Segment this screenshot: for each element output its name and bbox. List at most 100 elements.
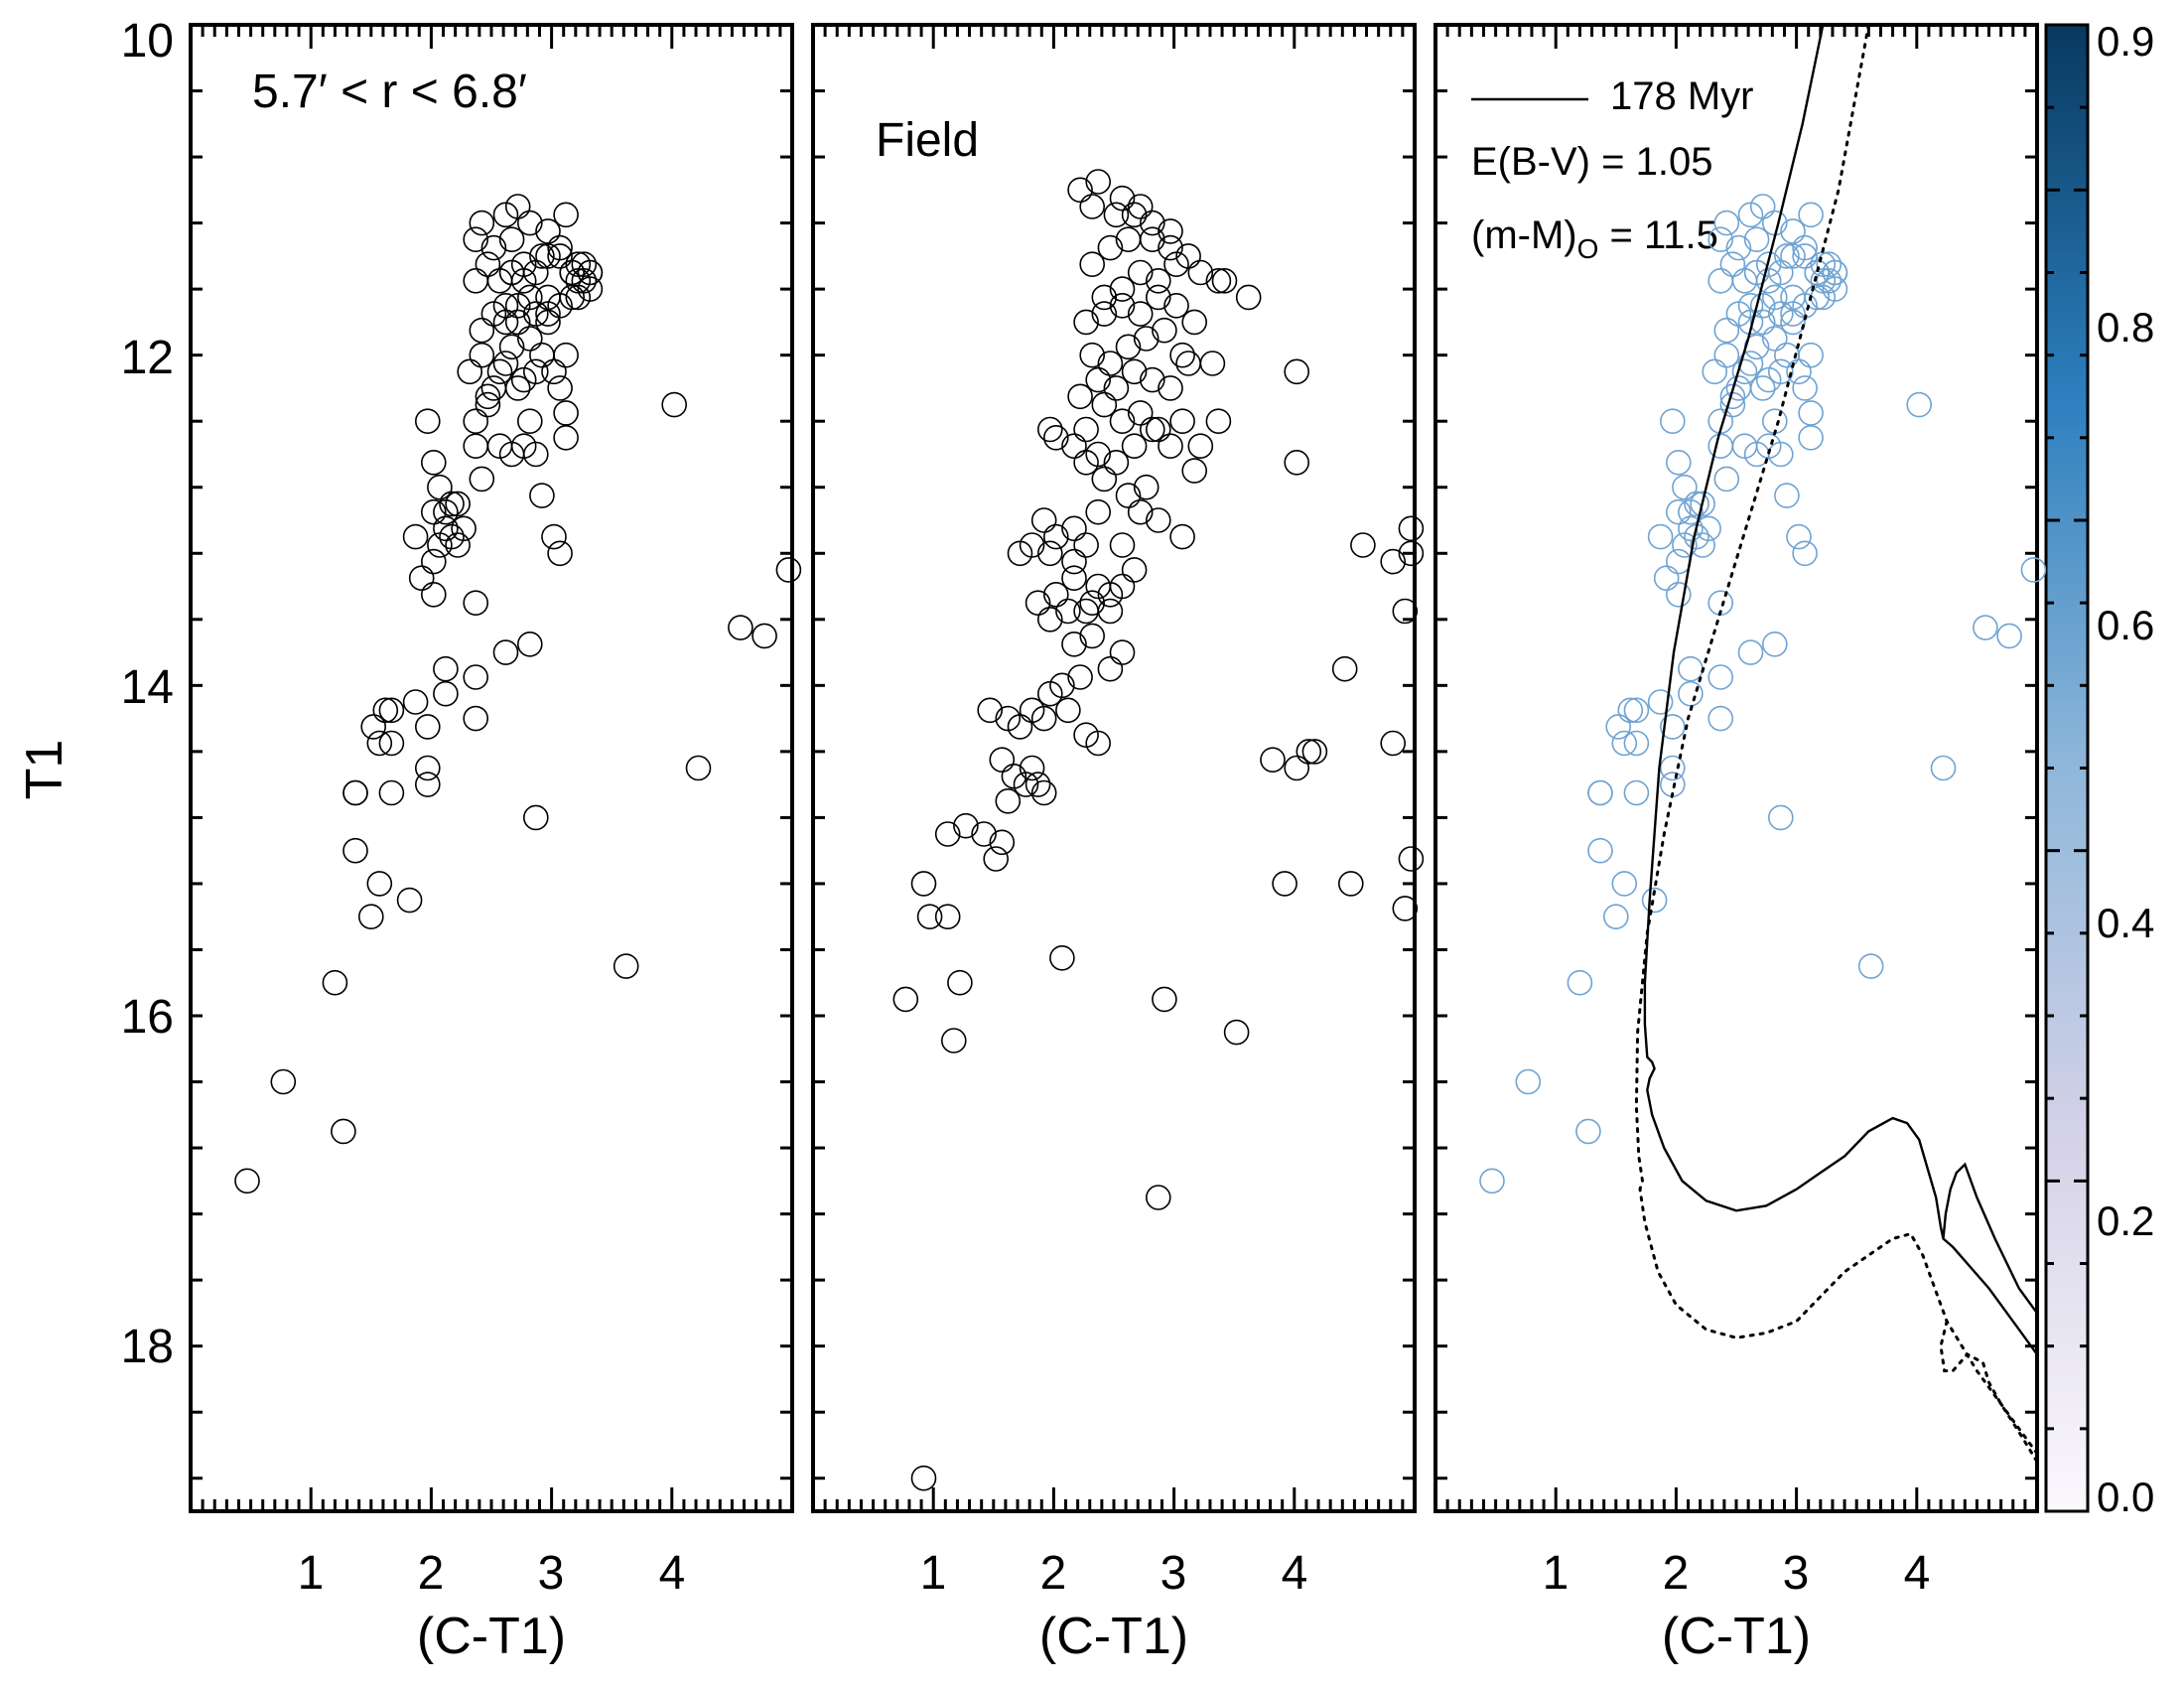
y-tick-label: 18 [121, 1321, 174, 1373]
data-point [475, 391, 501, 418]
data-point [529, 342, 555, 368]
data-point [1235, 284, 1262, 311]
y-tick-labels: 10 12 14 16 18 [121, 15, 174, 1373]
data-point [1611, 730, 1638, 757]
data-point [1707, 433, 1733, 460]
data-point [1079, 590, 1105, 617]
data-point [504, 309, 531, 336]
data-point [613, 953, 639, 979]
data-point [916, 904, 943, 930]
data-point [1672, 474, 1698, 500]
scatter-points-right [1479, 194, 2047, 1195]
data-point [1678, 515, 1704, 542]
data-point [1707, 226, 1733, 252]
colorbar-tick-label: 0.4 [2097, 900, 2154, 946]
isochrone-solid-branch [1942, 1162, 2037, 1315]
data-point [1780, 284, 1806, 311]
data-point [1091, 284, 1118, 311]
data-point [510, 267, 537, 294]
data-point [469, 317, 495, 344]
data-point [934, 821, 961, 847]
data-point [1079, 194, 1105, 219]
data-point [522, 301, 549, 327]
data-point [492, 292, 519, 319]
data-point [1115, 334, 1142, 360]
data-point [1127, 259, 1154, 286]
data-point [427, 474, 453, 500]
x-tick-label: 2 [418, 1547, 445, 1600]
data-point [1175, 351, 1201, 376]
data-point [1737, 292, 1764, 319]
colorbar-tick-label: 0.8 [2097, 304, 2154, 351]
data-point [1158, 375, 1183, 401]
data-point [522, 804, 549, 831]
data-point [995, 787, 1022, 814]
data-point [989, 747, 1016, 774]
data-point [953, 812, 979, 839]
data-point [1392, 896, 1419, 921]
data-point [331, 1118, 356, 1145]
annotation-middle-field: Field [876, 114, 979, 167]
data-point [1725, 234, 1752, 261]
data-point [1049, 672, 1075, 699]
data-point [547, 234, 573, 261]
data-point [1792, 540, 1818, 567]
data-point [1024, 772, 1051, 797]
data-point [685, 755, 712, 781]
data-point [1091, 391, 1118, 418]
data-point [1085, 441, 1111, 468]
data-point [1623, 697, 1650, 724]
data-point [1037, 540, 1063, 567]
data-point [1301, 739, 1328, 765]
data-point [1199, 351, 1226, 376]
data-point [529, 243, 555, 269]
data-point [1272, 871, 1297, 897]
data-point [1097, 351, 1124, 376]
data-point [1678, 655, 1704, 682]
data-point [1085, 573, 1111, 600]
data-point [1780, 218, 1806, 244]
data-point [940, 1028, 967, 1054]
scatter-points-middle [892, 169, 1425, 1491]
data-point [1121, 358, 1148, 385]
data-point [360, 714, 387, 740]
data-point [1205, 267, 1232, 294]
data-point [1331, 655, 1358, 682]
data-point [1079, 342, 1105, 368]
data-point [728, 615, 753, 640]
data-point [1152, 986, 1177, 1013]
scatter-points-left [234, 194, 802, 1195]
data-point [1181, 309, 1207, 336]
data-point [1762, 408, 1788, 435]
data-point [420, 449, 447, 476]
data-point [1666, 449, 1692, 476]
data-point [1127, 194, 1154, 219]
data-point [1073, 309, 1099, 336]
data-point [1079, 251, 1105, 278]
data-point [1380, 730, 1406, 757]
data-point [1762, 631, 1788, 657]
data-point [1822, 259, 1848, 286]
data-point [910, 1465, 937, 1491]
data-point [457, 358, 483, 385]
data-point [498, 226, 525, 252]
data-point [1175, 243, 1201, 269]
data-point [553, 202, 579, 228]
data-point [1786, 358, 1812, 385]
data-point [535, 301, 561, 327]
isochrone-solid-curve [1643, 25, 2037, 1355]
y-tick-label: 12 [121, 332, 174, 384]
data-point [1061, 548, 1087, 575]
data-point [1007, 540, 1033, 567]
data-point [1641, 887, 1668, 914]
data-point [1792, 234, 1818, 261]
x-tick-label: 1 [298, 1547, 325, 1600]
data-point [1158, 433, 1183, 460]
data-point [1043, 523, 1069, 550]
data-point [1768, 301, 1794, 327]
x-tick-label: 4 [659, 1547, 686, 1600]
data-point [1152, 317, 1177, 344]
data-point [414, 772, 441, 797]
data-point [1284, 449, 1309, 476]
ticks-middle [813, 23, 1417, 1511]
